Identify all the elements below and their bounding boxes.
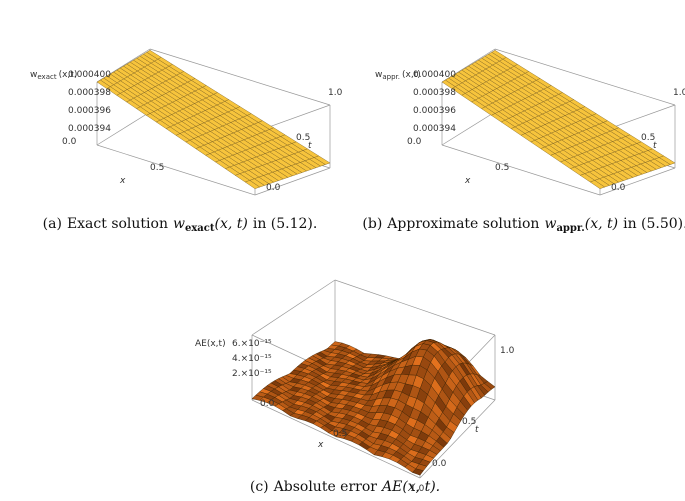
box-edge — [494, 48, 676, 106]
z-axis-label-part: w — [375, 70, 382, 80]
box-edge — [251, 279, 336, 336]
t-tick-label: 0.5 — [296, 133, 310, 143]
caption-part: exact — [185, 223, 215, 234]
z-axis-label-part: (x,t) — [59, 70, 78, 80]
caption-part: Absolute error — [273, 479, 378, 495]
surface-plot: wappr. (x,t)0.000400 0.000398 0.000396 0.000… — [375, 48, 685, 196]
z-tick-label: 4.×10⁻¹⁵ — [232, 354, 272, 364]
caption: (b) Approximate solution wappr.(x, t) in (5… — [362, 216, 685, 234]
box-edge — [254, 167, 331, 196]
z-axis-label-part: AE(x,t) — [195, 339, 226, 349]
surface-plot: wexact (x,t)0.000400 0.000398 0.000396 0.000… — [30, 48, 343, 196]
x-tick-label: 0.5 — [333, 429, 347, 439]
t-tick-label: 0.0 — [432, 459, 447, 469]
caption-part: (x, t). — [402, 479, 440, 495]
z-tick-label: 6.×10⁻¹⁵ — [232, 339, 272, 349]
z-axis-label-part: w — [30, 70, 37, 80]
z-tick-label: 0.000394 — [413, 124, 456, 134]
z-tick-label: 0.000396 — [68, 106, 111, 116]
box-edge — [334, 279, 496, 336]
z-axis-label-part: (x,t) — [402, 70, 421, 80]
box-edge — [149, 48, 331, 106]
caption-part: in (5.12). — [253, 216, 318, 232]
z-tick-label: 0.000396 — [413, 106, 456, 116]
t-tick-label: 0.0 — [611, 183, 626, 193]
t-tick-label: 1.0 — [673, 88, 685, 98]
z-axis-label-part: exact — [37, 73, 56, 81]
t-tick-label: 0.5 — [641, 133, 655, 143]
z-axis-label: wexact (x,t) — [30, 70, 77, 81]
box-edge — [441, 144, 601, 196]
x-axis-label: x — [317, 440, 324, 450]
box-edge — [441, 111, 496, 146]
surface-plot: AE(x,t) 6.×10⁻¹⁵ 4.×10⁻¹⁵ 2.×10⁻¹⁵ 0.0 0.5 1.0… — [195, 279, 515, 494]
box-edge — [419, 399, 496, 479]
z-tick-label: 2.×10⁻¹⁵ — [232, 369, 272, 379]
x-axis-label: x — [464, 176, 471, 186]
box-edge — [599, 167, 676, 196]
box-edge — [251, 399, 421, 479]
surface-patch — [244, 180, 261, 189]
x-axis-label: x — [119, 176, 126, 186]
x-tick-label: 0.0 — [62, 137, 77, 147]
z-axis-label-part: appr. — [382, 73, 400, 81]
t-tick-label: 0.0 — [266, 183, 281, 193]
t-tick-label: 0.5 — [462, 417, 476, 427]
z-tick-label: 0.000398 — [413, 88, 456, 98]
box-edge — [96, 111, 151, 146]
x-tick-label: 0.0 — [407, 137, 422, 147]
caption-part: Approximate solution — [386, 216, 539, 232]
surface-patch — [589, 180, 606, 189]
caption-part: (a) — [43, 216, 62, 232]
caption-part: w — [544, 216, 556, 232]
x-tick-label: 0.0 — [260, 399, 275, 409]
x-tick-label: 0.5 — [495, 163, 509, 173]
z-tick-label: 0.000398 — [68, 88, 111, 98]
caption-part: (c) — [250, 479, 269, 495]
z-tick-label: 0.000400 — [413, 70, 456, 80]
surface-patch — [412, 468, 424, 476]
caption-part: (x, t) — [214, 216, 247, 232]
caption-part: in (5.50). — [623, 216, 685, 232]
t-axis-label: t — [653, 141, 657, 151]
t-tick-label: 1.0 — [328, 88, 343, 98]
caption-part: Exact solution — [67, 216, 168, 232]
caption-part: w — [173, 216, 185, 232]
z-axis-label: wappr. (x,t) — [375, 70, 421, 81]
t-tick-label: 1.0 — [500, 346, 515, 356]
caption: (a) Exact solution wexact(x, t) in (5.12). — [43, 216, 318, 234]
t-axis-label: t — [308, 141, 312, 151]
caption-part: (b) — [362, 216, 382, 232]
caption-part: AE — [380, 479, 402, 495]
caption: (c) Absolute error AE(x, t). — [250, 479, 440, 495]
z-axis-label: AE(x,t) — [195, 339, 226, 349]
box-edge — [96, 144, 256, 196]
caption-part: (x, t) — [585, 216, 618, 232]
z-tick-label: 0.000394 — [68, 124, 111, 134]
t-axis-label: t — [475, 425, 479, 435]
caption-part: appr. — [556, 223, 584, 234]
x-tick-label: 0.5 — [150, 163, 164, 173]
z-tick-label: 0.000400 — [68, 70, 111, 80]
x-tick-label: 1.0 — [410, 484, 425, 494]
